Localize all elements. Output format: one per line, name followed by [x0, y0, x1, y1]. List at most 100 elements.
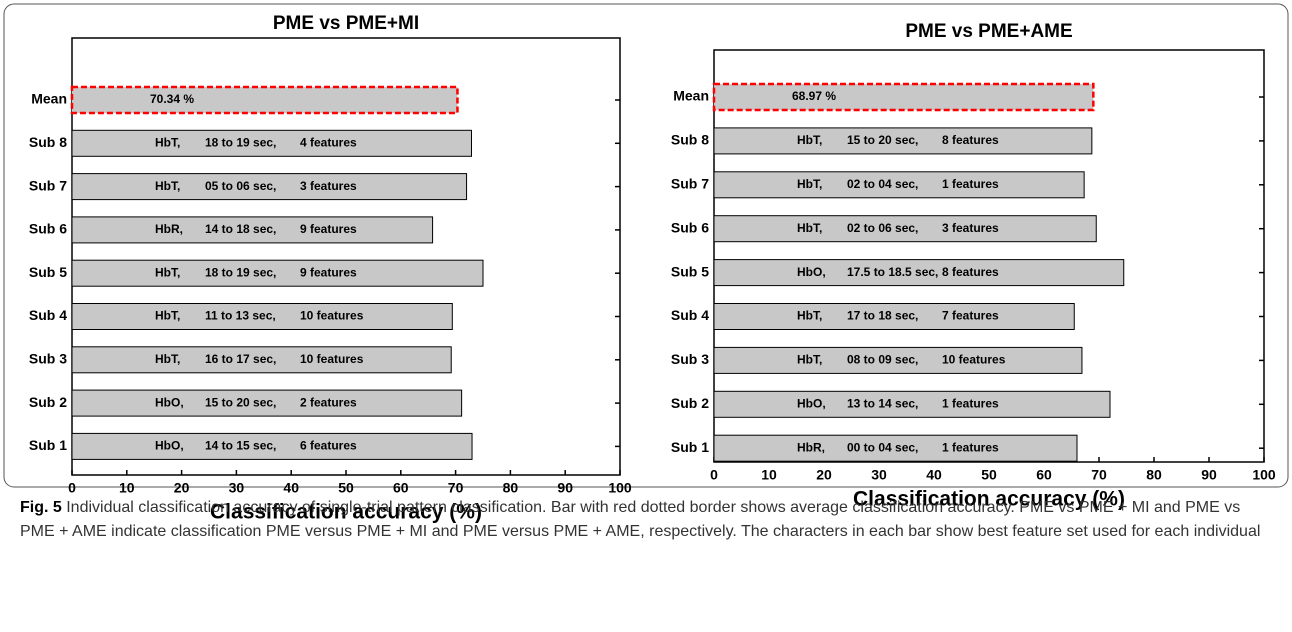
y-tick-label: Sub 7	[671, 176, 709, 192]
x-tick-label: 40	[283, 480, 299, 496]
bar-annotation: 1 features	[942, 396, 999, 410]
y-tick-label: Mean	[31, 91, 67, 107]
x-axis-label: Classification accuracy (%)	[853, 488, 1125, 511]
bar-annotation: 15 to 20 sec,	[205, 395, 276, 409]
bar-annotation: HbT,	[797, 133, 822, 147]
bar-annotation: HbO,	[797, 396, 826, 410]
bar-annotation: HbT,	[797, 177, 822, 191]
bar-annotation: 13 to 14 sec,	[847, 396, 918, 410]
x-tick-label: 10	[119, 480, 135, 496]
value-label: 70.34 %	[150, 92, 194, 106]
bar-annotation: 8 features	[942, 265, 999, 279]
y-tick-label: Sub 8	[29, 134, 67, 150]
bar	[713, 434, 1078, 462]
y-tick-label: Sub 8	[671, 132, 709, 148]
bar	[71, 216, 434, 244]
x-tick-label: 50	[338, 480, 354, 496]
bar-annotation: 02 to 06 sec,	[847, 221, 918, 235]
bar	[713, 127, 1093, 155]
bar-annotation: HbT,	[797, 221, 822, 235]
bar	[71, 346, 452, 374]
x-tick-label: 90	[1201, 467, 1217, 483]
y-tick-label: Sub 5	[671, 263, 709, 279]
x-tick-label: 80	[1146, 467, 1162, 483]
caption: Fig. 5 Individual classification accurac…	[20, 496, 1275, 544]
bar-annotation: HbO,	[155, 395, 184, 409]
bar-annotation: HbT,	[155, 179, 180, 193]
bar-annotation: 14 to 18 sec,	[205, 222, 276, 236]
bar-annotation: 02 to 04 sec,	[847, 177, 918, 191]
bar-annotation: 18 to 19 sec,	[205, 265, 276, 279]
bar-annotation: 17.5 to 18.5 sec,	[847, 265, 938, 279]
chart-title: PME vs PME+AME	[905, 21, 1072, 42]
y-tick-label: Sub 4	[671, 307, 709, 323]
bar	[713, 346, 1083, 374]
mean-bar	[712, 82, 1095, 112]
bar	[713, 215, 1097, 243]
caption-text: Individual classification accuracy of si…	[20, 499, 1261, 540]
x-tick-label: 0	[710, 467, 718, 483]
bar-annotation: 6 features	[300, 439, 357, 453]
bar-annotation: 15 to 20 sec,	[847, 133, 918, 147]
x-tick-label: 90	[557, 480, 573, 496]
bar-annotation: HbR,	[797, 440, 825, 454]
bar-annotation: HbT,	[797, 309, 822, 323]
bar	[71, 129, 472, 157]
bar	[71, 173, 468, 201]
bar-annotation: HbT,	[155, 265, 180, 279]
bar-annotation: HbR,	[155, 222, 183, 236]
x-tick-label: 60	[393, 480, 409, 496]
y-tick-label: Mean	[673, 88, 709, 104]
bar-annotation: 16 to 17 sec,	[205, 352, 276, 366]
bar-annotation: HbT,	[155, 352, 180, 366]
bar-annotation: HbT,	[155, 309, 180, 323]
y-tick-label: Sub 3	[29, 351, 67, 367]
x-tick-label: 40	[926, 467, 942, 483]
bar	[713, 171, 1085, 199]
y-tick-label: Sub 7	[29, 177, 67, 193]
bar-annotation: 4 features	[300, 135, 357, 149]
y-tick-label: Sub 6	[29, 221, 67, 237]
bar-annotation: HbO,	[155, 439, 184, 453]
bar	[713, 259, 1125, 287]
bar-annotation: HbT,	[155, 135, 180, 149]
y-tick-label: Sub 4	[29, 307, 67, 323]
x-tick-label: 70	[1091, 467, 1107, 483]
caption-label: Fig. 5	[20, 499, 62, 516]
bar-annotation: 8 features	[942, 133, 999, 147]
bar-annotation: 10 features	[300, 309, 364, 323]
x-tick-label: 20	[816, 467, 832, 483]
bar	[713, 303, 1075, 330]
bar-annotation: 3 features	[942, 221, 999, 235]
x-tick-label: 50	[981, 467, 997, 483]
chart-title: PME vs PME+MI	[273, 13, 419, 34]
y-tick-label: Sub 5	[29, 264, 67, 280]
x-tick-label: 20	[174, 480, 190, 496]
bar	[713, 390, 1111, 418]
bar	[71, 432, 473, 460]
y-tick-label: Sub 2	[29, 394, 67, 410]
bar-annotation: 10 features	[300, 352, 364, 366]
bar-annotation: 00 to 04 sec,	[847, 440, 918, 454]
bar-annotation: 1 features	[942, 440, 999, 454]
bar-annotation: 17 to 18 sec,	[847, 309, 918, 323]
bar-annotation: 3 features	[300, 179, 357, 193]
y-tick-label: Sub 3	[671, 351, 709, 367]
bar-annotation: 9 features	[300, 222, 357, 236]
y-tick-label: Sub 1	[671, 439, 709, 455]
x-tick-label: 80	[503, 480, 519, 496]
bar-annotation: 7 features	[942, 309, 999, 323]
bar-annotation: 1 features	[942, 177, 999, 191]
bar-annotation: 10 features	[942, 353, 1006, 367]
x-tick-label: 0	[68, 480, 76, 496]
x-tick-label: 100	[1252, 467, 1276, 483]
y-tick-label: Sub 6	[671, 219, 709, 235]
bar-annotation: 05 to 06 sec,	[205, 179, 276, 193]
figure-frame	[3, 3, 1289, 488]
x-tick-label: 60	[1036, 467, 1052, 483]
bar-annotation: HbT,	[797, 353, 822, 367]
x-tick-label: 30	[871, 467, 887, 483]
bar-annotation: 9 features	[300, 265, 357, 279]
bar-annotation: 11 to 13 sec,	[205, 309, 276, 323]
